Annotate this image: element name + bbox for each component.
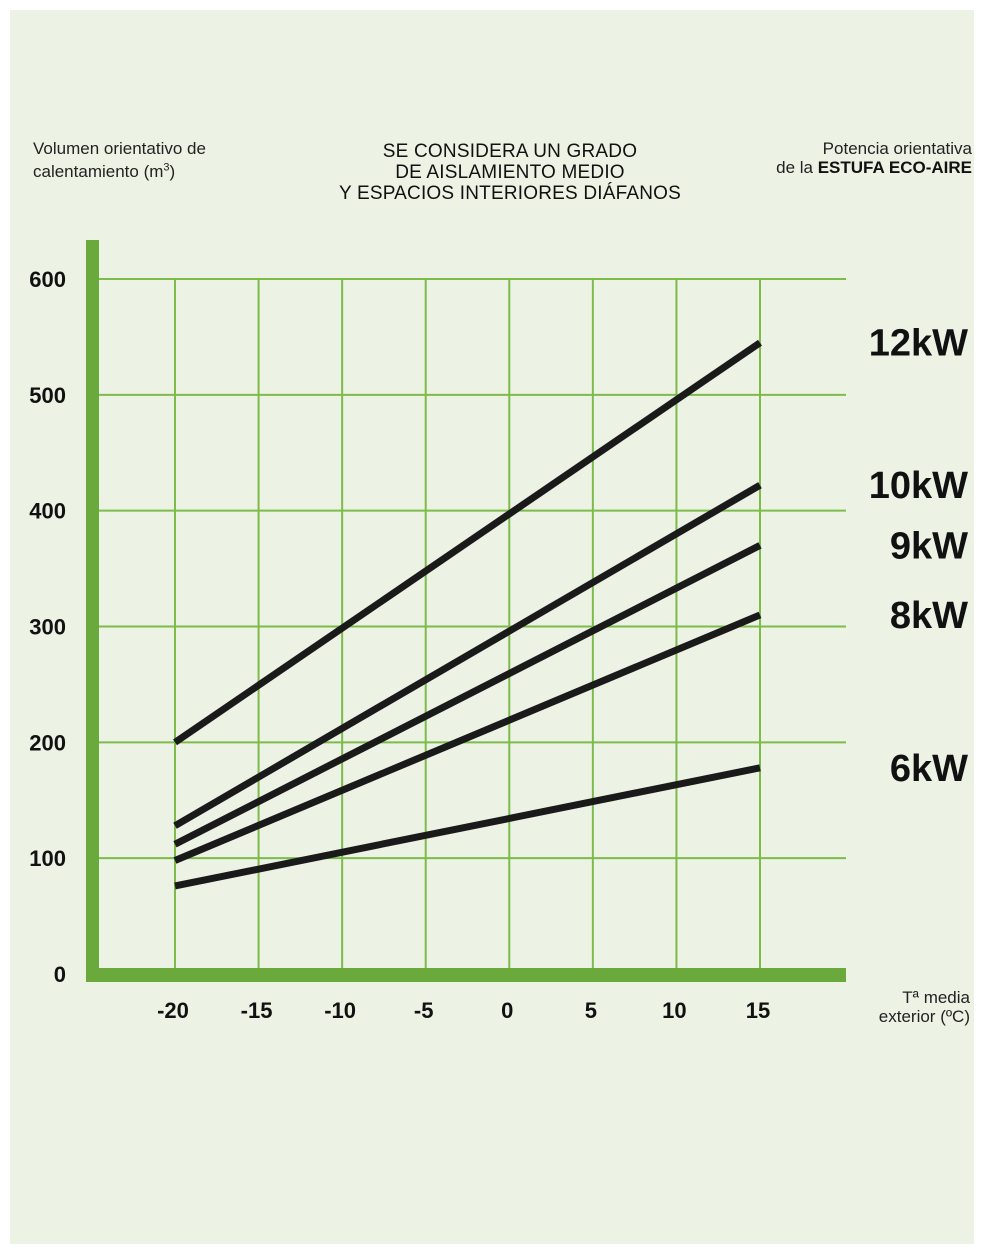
series-line-12kW [173,339,762,746]
x-axis-title-line1: Tª media [902,988,970,1007]
x-tick-label: -10 [324,998,356,1023]
series-line-10kW [173,482,762,829]
series-line-6kW [174,764,761,890]
series-line-9kW [173,542,762,848]
x-axis-title-line2: exterior (ºC) [878,1007,970,1026]
x-tick-label: -5 [414,998,434,1023]
x-tick-label: 15 [746,998,770,1023]
y-tick-label: 0 [54,962,66,987]
chart-title-line: DE AISLAMIENTO MEDIO [395,162,625,183]
power-legend-title-prefix: de la [776,158,818,177]
y-tick-label: 600 [29,267,66,292]
y-tick-label: 400 [29,499,66,524]
y-axis-title-text: calentamiento (m [33,161,164,181]
series-label: 9kW [890,525,968,567]
series-line-8kW [173,611,762,864]
series-labels: 12kW 10kW 9kW 8kW 6kW [869,323,968,790]
y-axis-title-line2: calentamiento (m3) [33,161,176,181]
power-legend-title-brand: ESTUFA ECO-AIRE [817,158,972,177]
y-tick-label: 200 [29,730,66,755]
tick-labels: 0 100 200 300 400 500 600 -20 -15 -10 -5 0 5 10 15 [29,267,770,1023]
axes [86,240,846,982]
x-tick-label: 10 [662,998,686,1023]
x-axis-title: Tª media exterior (ºC) [840,988,970,1026]
series-lines [173,339,762,890]
y-axis-title-line1: Volumen orientativo de [33,139,206,158]
x-tick-label: 5 [585,998,597,1023]
y-tick-label: 300 [29,615,66,640]
chart-title-line: SE CONSIDERA UN GRADO [382,141,638,162]
y-tick-label: 100 [29,846,66,871]
power-legend-title-line1: Potencia orientativa [822,139,972,158]
x-tick-label: -20 [157,998,189,1023]
series-label: 12kW [869,323,968,365]
y-tick-label: 500 [29,383,66,408]
x-axis-line [86,968,846,982]
series-label: 8kW [890,595,968,637]
series-label: 10kW [869,465,968,507]
y-axis-title-suffix: ) [169,161,176,181]
series-label: 6kW [890,748,968,790]
power-legend-title: Potencia orientativa de la ESTUFA ECO-AI… [700,139,972,177]
y-axis-title: Volumen orientativo de calentamiento (m3… [33,139,293,181]
y-axis-line [86,240,99,982]
x-tick-label: -15 [241,998,273,1023]
x-tick-label: 0 [501,998,513,1023]
y-axis-title-superscript: 3 [163,161,170,173]
chart-title: SE CONSIDERA UN GRADO DE AISLAMIENTO MED… [300,141,720,204]
chart-title-line: Y ESPACIOS INTERIORES DIÁFANOS [338,183,682,204]
